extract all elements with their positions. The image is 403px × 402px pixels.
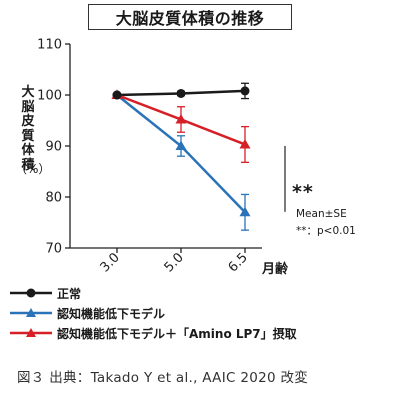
x-tick-label: 6.5 — [226, 250, 251, 275]
y-tick-label: 80 — [45, 191, 62, 206]
data-point-triangle — [175, 140, 187, 150]
legend-item-normal: 正常 — [8, 286, 82, 301]
legend-label: 認知機能低下モデル＋「Amino LP7」摂取 — [57, 326, 297, 341]
data-point-triangle — [175, 113, 187, 124]
x-tick-label: 3.0 — [98, 250, 123, 275]
data-point-circle — [176, 88, 186, 98]
legend-marker-triangle-icon — [10, 308, 52, 317]
x-tick-label: 5.0 — [162, 250, 187, 275]
stat-note-mean-se: Mean±SE — [296, 208, 347, 220]
legend-item-model-aminolp7: 認知機能低下モデル＋「Amino LP7」摂取 — [8, 326, 297, 341]
data-point-triangle — [239, 138, 251, 149]
legend-label: 認知機能低下モデル — [57, 306, 166, 321]
y-tick-label: 110 — [37, 38, 62, 53]
data-point-triangle — [239, 206, 251, 217]
line-chart: 70 80 90 100 110 3.0 5.0 6.5 — [37, 38, 286, 275]
legend-marker-circle-icon — [10, 288, 52, 298]
legend-item-model: 認知機能低下モデル — [8, 306, 166, 321]
chart-title: 大脳皮質体積の推移 — [88, 4, 292, 30]
figure-caption: 図３ 出典：Takado Y et al., AAIC 2020 改変 — [17, 370, 309, 386]
y-axis-unit: （%） — [15, 162, 51, 176]
y-axis-label: 大脳皮質体積 — [21, 85, 35, 173]
significance-marker: ** — [292, 181, 314, 203]
stat-note-p-value: **：p<0.01 — [296, 225, 356, 237]
x-axis-unit: 月齢 — [262, 262, 289, 277]
legend-label: 正常 — [57, 286, 82, 301]
data-point-circle — [240, 86, 250, 96]
y-tick-label: 90 — [45, 140, 62, 155]
y-tick-label: 100 — [37, 89, 62, 104]
data-point-circle — [112, 90, 122, 100]
legend-marker-triangle-icon — [10, 328, 52, 337]
y-tick-label: 70 — [45, 242, 62, 257]
